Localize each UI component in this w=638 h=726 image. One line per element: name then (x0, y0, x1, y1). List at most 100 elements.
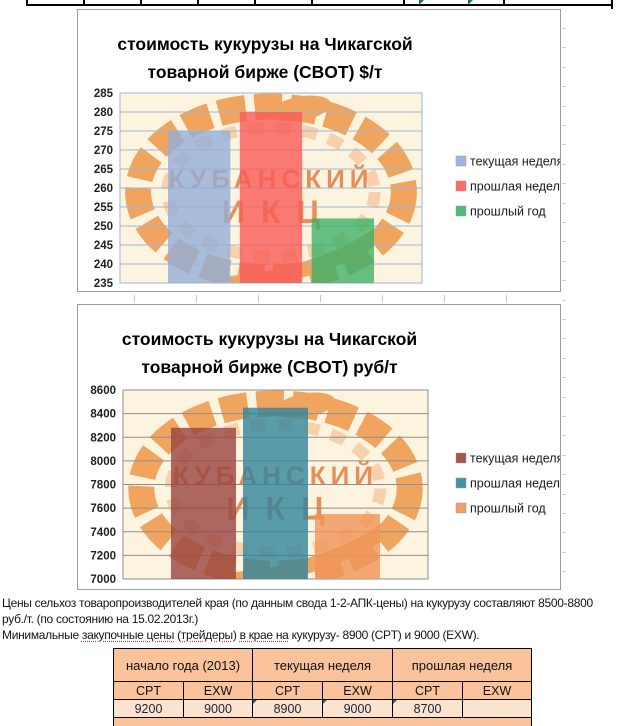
table-group-header-last-week[interactable]: прошлая неделя (392, 648, 533, 682)
misspelled-word: в крае на (239, 628, 289, 642)
wreath-inner (161, 121, 381, 263)
table-value-cell[interactable]: 8700 (392, 699, 464, 718)
row-gridline-stub (562, 241, 566, 242)
chart-title-line: стоимость кукурузы на Чикагской (122, 329, 417, 349)
table-border-line (26, 0, 612, 6)
legend-swatch (455, 155, 467, 167)
bar-series-2[interactable] (315, 514, 380, 579)
bar-series-1[interactable] (239, 112, 303, 283)
notes-block: Цены сельхоз товаропроизводителей края (… (2, 595, 638, 643)
y-tick-label: 8400 (90, 409, 116, 421)
legend-swatch (455, 502, 467, 514)
wreath-inner (164, 418, 387, 559)
row-gridline-stub (562, 455, 566, 456)
wreath-outer (125, 93, 417, 283)
legend-label: текущая неделя (470, 452, 560, 466)
table-subheader[interactable]: CPT (113, 681, 184, 700)
y-tick-label: 7000 (90, 574, 116, 586)
row-gridline-stub (562, 47, 566, 48)
note-line-3: Минимальные закупочные цены (трейдеры) в… (2, 627, 638, 643)
table-subheader[interactable]: CPT (392, 681, 464, 700)
error-indicator-icon (468, 0, 473, 5)
gridline-tick (320, 295, 321, 302)
table-subheader[interactable]: EXW (182, 681, 254, 700)
gridline-tick (382, 295, 383, 302)
row-gridline-stub (562, 222, 566, 223)
bar-series-0[interactable] (168, 131, 231, 283)
row-gridline-stub (562, 513, 566, 514)
table-value-cell[interactable]: 9000 (322, 699, 394, 718)
cell-border-tick (83, 0, 85, 5)
gridline-tick (506, 295, 507, 302)
table-value-cell[interactable]: 9200 (113, 699, 184, 718)
y-tick-label: 8000 (90, 456, 116, 468)
row-gridline-stub (562, 571, 566, 572)
legend-swatch (455, 205, 467, 217)
table-clipped-cell (112, 717, 533, 726)
legend-label: прошлая неделя (470, 180, 560, 194)
legend-swatch (455, 477, 467, 489)
row-gridline-stub (562, 86, 566, 87)
row-gridline-stub (562, 377, 566, 378)
table-value-row: 9200 9000 8900 9000 8700 (113, 699, 533, 718)
bar-series-1[interactable] (243, 407, 308, 579)
table-subheader[interactable]: EXW (462, 681, 533, 700)
y-tick-label: 7600 (90, 503, 116, 515)
bar-series-2[interactable] (311, 218, 374, 283)
legend-swatch (455, 452, 467, 464)
table-value-cell[interactable]: 9000 (182, 699, 254, 718)
row-gridline-stub (562, 67, 566, 68)
row-gridline-stub (562, 552, 566, 553)
table-subheader-row: CPT EXW CPT EXW CPT EXW (113, 681, 533, 700)
y-tick-label: 8600 (90, 385, 116, 397)
legend-swatch (455, 180, 467, 192)
y-tick-label: 7200 (90, 550, 116, 562)
table-next-row-clipped (112, 717, 533, 726)
row-gridline-stub (562, 203, 566, 204)
cell-border-tick (140, 0, 142, 5)
note-line-1: Цены сельхоз товаропроизводителей края (… (2, 596, 593, 610)
row-gridline-stub (562, 28, 566, 29)
y-tick-label: 285 (94, 88, 114, 100)
table-group-header-current-week[interactable]: текущая неделя (252, 648, 394, 682)
chart-title-line: стоимость кукурузы на Чикагской (117, 34, 412, 54)
legend-label: прошлый год (470, 502, 546, 516)
row-gridline-stub (562, 358, 566, 359)
cell-border-tick (503, 0, 505, 5)
y-tick-label: 8200 (90, 432, 116, 444)
note-text-segment: Минимальные (2, 628, 82, 642)
cell-border-tick (403, 0, 405, 5)
y-tick-label: 240 (94, 259, 113, 271)
y-tick-label: 245 (94, 240, 114, 252)
note-text-segment: ( (174, 628, 181, 642)
chart-title-line: товарной бирже (CBOT) $/т (148, 62, 383, 82)
row-gridline-stub (562, 474, 566, 475)
legend-label: прошлый год (470, 205, 546, 219)
table-value-cell[interactable]: 8900 (252, 699, 324, 718)
price-table: начало года (2013) текущая неделя прошла… (112, 648, 533, 726)
table-subheader[interactable]: CPT (252, 681, 324, 700)
y-tick-label: 7400 (90, 527, 116, 539)
chart-corn-rub[interactable]: стоимость кукурузы на Чикагской товарной … (77, 304, 561, 590)
note-line-2: руб./т. (по состоянию на 15.02.2013г.) (2, 612, 199, 626)
chart-corn-rub-svg: стоимость кукурузы на Чикагской товарной … (90, 329, 560, 586)
row-gridline-stub (562, 164, 566, 165)
gridline-tick (444, 295, 445, 302)
y-tick-label: 265 (94, 164, 114, 176)
table-subheader[interactable]: EXW (322, 681, 394, 700)
legend-label: прошлая неделя (470, 477, 560, 491)
row-gridline-stub (562, 435, 566, 436)
cell-border-tick (197, 0, 199, 5)
chart-corn-usd[interactable]: стоимость кукурузы на Чикагской товарной … (77, 9, 561, 292)
bar-series-0[interactable] (171, 427, 236, 579)
table-group-header-start-of-year[interactable]: начало года (2013) (112, 648, 254, 682)
row-gridline-stub (562, 397, 566, 398)
misspelled-word: закупочные цены (81, 628, 175, 642)
table-group-header-row: начало года (2013) текущая неделя прошла… (112, 648, 533, 682)
table-value-cell[interactable] (462, 699, 533, 718)
row-gridline-stub (562, 319, 566, 320)
cell-border-tick (254, 0, 256, 5)
y-tick-label: 275 (94, 126, 114, 138)
row-gridline-stub (562, 106, 566, 107)
